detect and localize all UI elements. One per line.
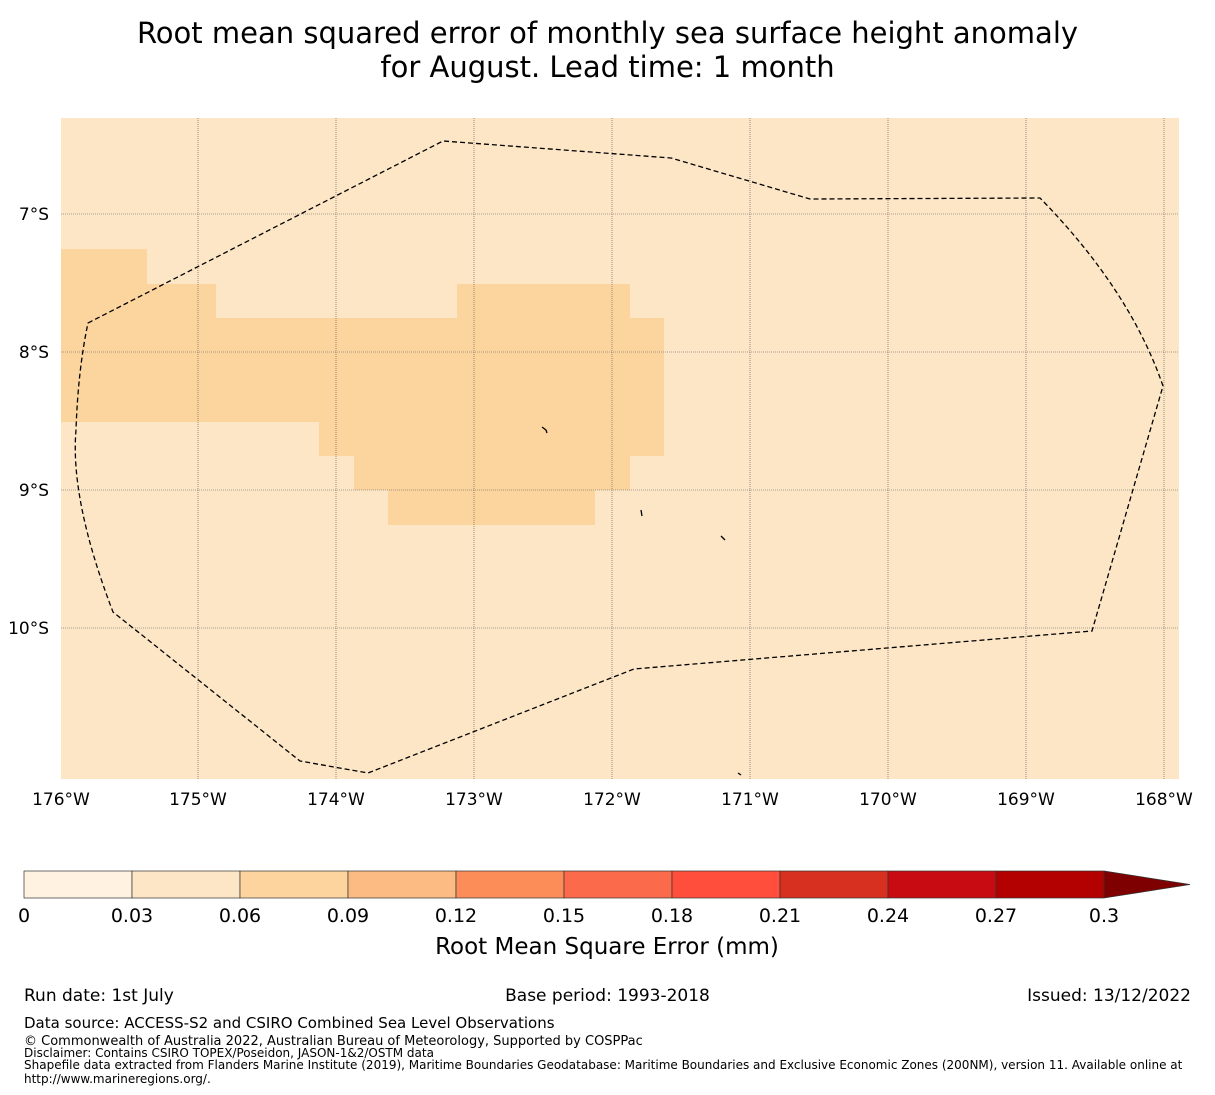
disclaimer: Disclaimer: Contains CSIRO TOPEX/Poseido… [24, 1046, 434, 1060]
error-cell-block [388, 490, 595, 525]
islands [541, 426, 742, 776]
colorbar-tick-label: 0 [18, 905, 30, 927]
colorbar-tick-label: 0.27 [975, 905, 1017, 927]
shapefile-credit-line-1: Shapefile data extracted from Flanders M… [24, 1058, 1183, 1072]
colorbar-label: Root Mean Square Error (mm) [435, 934, 779, 960]
data-source: Data source: ACCESS-S2 and CSIRO Combine… [24, 1014, 555, 1032]
lat-label: 10°S [8, 619, 49, 639]
colorbar-extend-arrow [1103, 870, 1191, 899]
lon-label: 169°W [997, 790, 1055, 810]
lat-label: 7°S [19, 205, 49, 225]
colorbar-bin [563, 870, 673, 899]
lon-label: 173°W [445, 790, 503, 810]
rmse-map: 176°W 175°W 174°W 173°W 172°W 171°W 170°… [8, 118, 1193, 960]
lon-label: 168°W [1135, 790, 1193, 810]
colorbar-bin [347, 870, 457, 899]
lon-label: 171°W [721, 790, 779, 810]
lon-label: 172°W [583, 790, 641, 810]
lon-label: 176°W [32, 790, 90, 810]
shapefile-credit-line-2: http://www.marineregions.org/. [24, 1072, 211, 1086]
eez-boundary [74, 140, 1164, 774]
error-cell-block [147, 284, 216, 422]
colorbar-tick-label: 0.15 [543, 905, 585, 927]
lon-label: 175°W [169, 790, 227, 810]
error-cell-block [457, 284, 630, 318]
colorbar-tick-label: 0.06 [219, 905, 261, 927]
colorbar: 0 0.03 0.06 0.09 0.12 0.15 0.18 0.21 0.24 0.27 0.3 [18, 870, 1191, 927]
error-cell-block [354, 456, 630, 490]
colorbar-tick-label: 0.03 [111, 905, 153, 927]
colorbar-tick-label: 0.18 [651, 905, 693, 927]
lat-label: 9°S [19, 481, 49, 501]
colorbar-bin [671, 870, 781, 899]
run-date: Run date: 1st July [24, 986, 174, 1006]
map-gridlines [61, 118, 1179, 779]
colorbar-bin [23, 870, 133, 899]
colorbar-bin [779, 870, 889, 899]
issued-date: Issued: 13/12/2022 [1027, 986, 1191, 1006]
error-cell-block [61, 249, 147, 422]
colorbar-bin [887, 870, 997, 899]
map-title-line-1: Root mean squared error of monthly sea s… [136, 16, 1079, 50]
colorbar-bin [239, 870, 349, 899]
colorbar-bin [995, 870, 1105, 899]
error-cell-block [216, 318, 664, 422]
colorbar-tick-label: 0.21 [759, 905, 801, 927]
higher-error-region [61, 249, 664, 525]
error-cell-block [319, 422, 664, 456]
base-period: Base period: 1993-2018 [505, 986, 710, 1006]
colorbar-tick-label: 0.09 [327, 905, 369, 927]
colorbar-bin [455, 870, 565, 899]
colorbar-bin [131, 870, 241, 899]
lon-label: 174°W [307, 790, 365, 810]
lat-label: 8°S [19, 343, 49, 363]
map-title-line-2: for August. Lead time: 1 month [380, 50, 835, 84]
copyright-notice: © Commonwealth of Australia 2022, Austra… [24, 1034, 643, 1049]
colorbar-tick-label: 0.12 [435, 905, 477, 927]
colorbar-tick-label: 0.3 [1089, 905, 1119, 927]
colorbar-tick-label: 0.24 [867, 905, 909, 927]
lon-label: 170°W [859, 790, 917, 810]
